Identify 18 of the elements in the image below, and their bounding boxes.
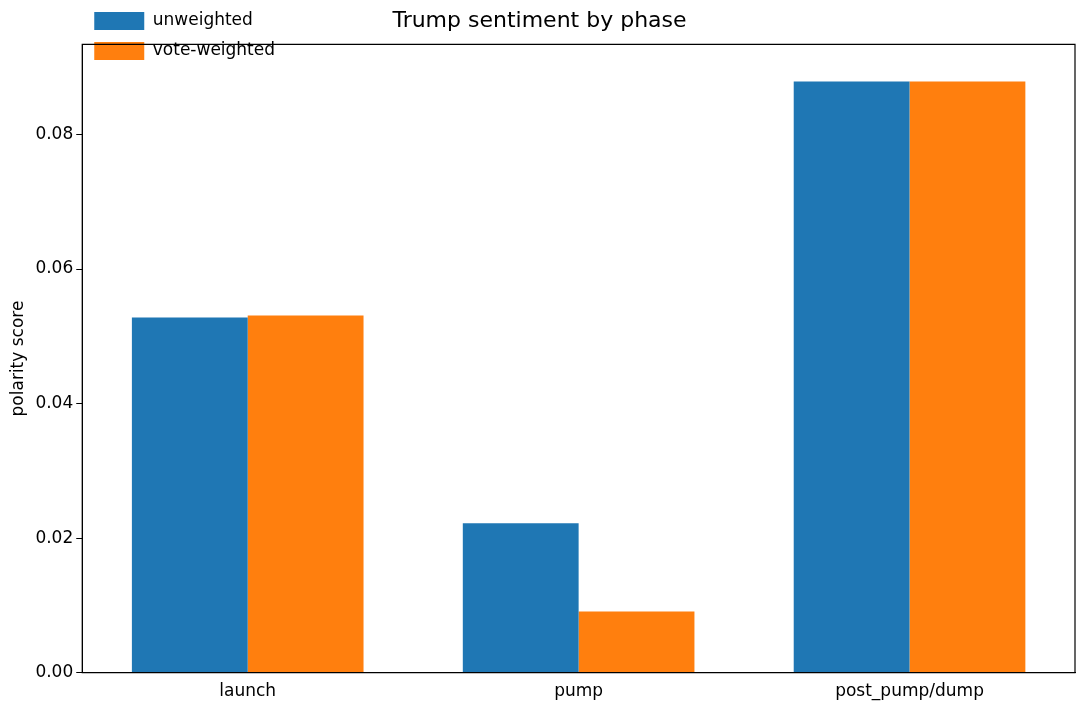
- y-tick-label: 0.08: [35, 122, 74, 143]
- bar: [247, 315, 364, 673]
- bar: [462, 523, 579, 673]
- chart-title: Trump sentiment by phase: [391, 6, 687, 32]
- x-tick-label: post_pump/dump: [835, 680, 984, 702]
- x-tick-label: launch: [219, 680, 277, 701]
- bar: [909, 81, 1026, 673]
- x-tick-label: pump: [554, 680, 604, 701]
- legend-label: vote-weighted: [152, 39, 276, 60]
- y-tick-label: 0.02: [35, 526, 74, 547]
- bar: [578, 611, 695, 673]
- y-tick-label: 0.04: [35, 391, 74, 412]
- y-tick-label: 0.00: [35, 661, 74, 682]
- bar: [793, 81, 910, 673]
- y-axis-title: polarity score: [6, 300, 27, 417]
- bar: [131, 317, 248, 673]
- y-tick-label: 0.06: [35, 257, 74, 278]
- legend-label: unweighted: [152, 9, 253, 30]
